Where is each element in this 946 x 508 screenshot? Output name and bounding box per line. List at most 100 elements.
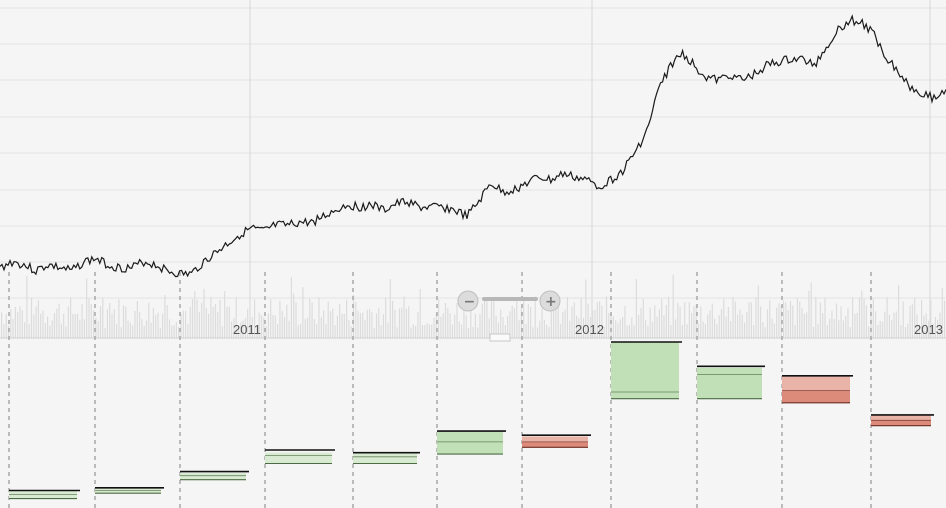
volume-bar <box>318 297 320 338</box>
volume-bar <box>369 309 371 338</box>
volume-bar <box>479 314 481 338</box>
horizontal-gridlines <box>0 7 946 299</box>
range-box-body <box>265 452 332 464</box>
volume-bar <box>863 298 865 338</box>
volume-bar <box>83 319 85 338</box>
volume-bar <box>283 317 286 338</box>
year-label-2012: 2012 <box>575 322 604 337</box>
volume-bar <box>661 299 663 338</box>
volume-bar <box>493 300 495 338</box>
volume-bar <box>622 317 624 338</box>
volume-bar <box>907 323 909 338</box>
volume-bar <box>486 298 488 338</box>
volume-bar <box>518 320 520 338</box>
volume-bar <box>293 293 295 338</box>
volume-bar <box>603 326 605 338</box>
volume-bars <box>1 274 946 338</box>
volume-bar <box>900 325 902 338</box>
volume-bar <box>773 323 775 338</box>
volume-bar <box>394 309 396 338</box>
volume-bar <box>785 302 787 338</box>
volume-bar <box>753 324 755 338</box>
zoom-slider[interactable] <box>482 297 538 342</box>
volume-bar <box>403 296 405 338</box>
volume-bar <box>656 316 658 338</box>
volume-bar <box>596 302 598 338</box>
volume-bar <box>723 298 725 338</box>
volume-bar <box>272 315 274 338</box>
volume-bar <box>145 320 148 338</box>
volume-bar <box>615 320 617 338</box>
volume-bar <box>235 297 237 338</box>
volume-bar <box>916 314 918 338</box>
volume-bar <box>256 325 258 338</box>
zoom-in-icon[interactable] <box>539 290 561 312</box>
volume-bar <box>875 311 877 338</box>
volume-bar <box>375 313 378 338</box>
volume-bar <box>704 324 706 338</box>
volume-bar <box>543 319 545 338</box>
zoom-in-button[interactable]: + <box>539 290 561 312</box>
volume-bar <box>819 302 821 338</box>
volume-bar <box>210 296 212 338</box>
volume-bar <box>930 299 932 338</box>
volume-bar <box>214 304 217 338</box>
range-box <box>95 486 164 494</box>
volume-bar <box>497 322 499 338</box>
volume-bar <box>651 321 654 338</box>
zoom-out-icon[interactable] <box>457 290 479 312</box>
volume-bar <box>442 313 444 338</box>
range-box <box>265 449 335 465</box>
volume-bar <box>260 315 263 338</box>
volume-bar <box>389 279 391 338</box>
volume-bar <box>925 313 927 338</box>
volume-bar <box>51 320 53 338</box>
volume-bar <box>716 324 718 338</box>
volume-bar <box>152 308 154 338</box>
volume-bar <box>826 324 828 338</box>
volume-bar <box>902 301 904 338</box>
volume-bar <box>858 297 861 338</box>
volume-bar <box>707 314 709 338</box>
volume-bar <box>504 325 506 338</box>
volume-bar <box>730 321 732 338</box>
volume-bar <box>217 311 219 338</box>
range-box-body <box>437 431 503 455</box>
volume-bar <box>764 327 766 338</box>
volume-bar <box>787 309 789 338</box>
volume-bar <box>150 322 152 338</box>
volume-bar <box>470 304 472 338</box>
zoom-slider-handle[interactable] <box>489 333 511 342</box>
volume-bar <box>233 317 235 338</box>
volume-bar <box>205 307 207 338</box>
volume-bar <box>295 302 297 338</box>
volume-bar <box>366 309 368 338</box>
volume-bar <box>727 307 729 338</box>
volume-bar <box>267 313 269 338</box>
volume-bar <box>309 298 311 338</box>
volume-bar <box>454 314 456 338</box>
volume-bar <box>631 317 633 338</box>
volume-bar <box>67 306 69 338</box>
volume-bar <box>364 320 366 338</box>
zoom-out-button[interactable]: − <box>457 290 479 312</box>
volume-bar <box>113 309 115 338</box>
volume-bar <box>37 300 39 338</box>
volume-bar <box>258 312 260 338</box>
volume-bar <box>203 288 205 338</box>
minus-icon: − <box>464 294 476 310</box>
volume-bar <box>297 325 299 338</box>
volume-bar <box>668 296 670 338</box>
volume-bar <box>42 310 44 338</box>
range-box <box>437 430 506 455</box>
volume-bar <box>63 313 65 338</box>
volume-bar <box>362 312 364 338</box>
zoom-slider-track[interactable] <box>482 297 538 301</box>
volume-bar <box>679 306 681 338</box>
volume-bar <box>711 303 713 338</box>
volume-bar <box>642 298 644 338</box>
volume-bar <box>472 327 474 338</box>
volume-bar <box>686 324 688 338</box>
volume-bar <box>385 297 387 338</box>
